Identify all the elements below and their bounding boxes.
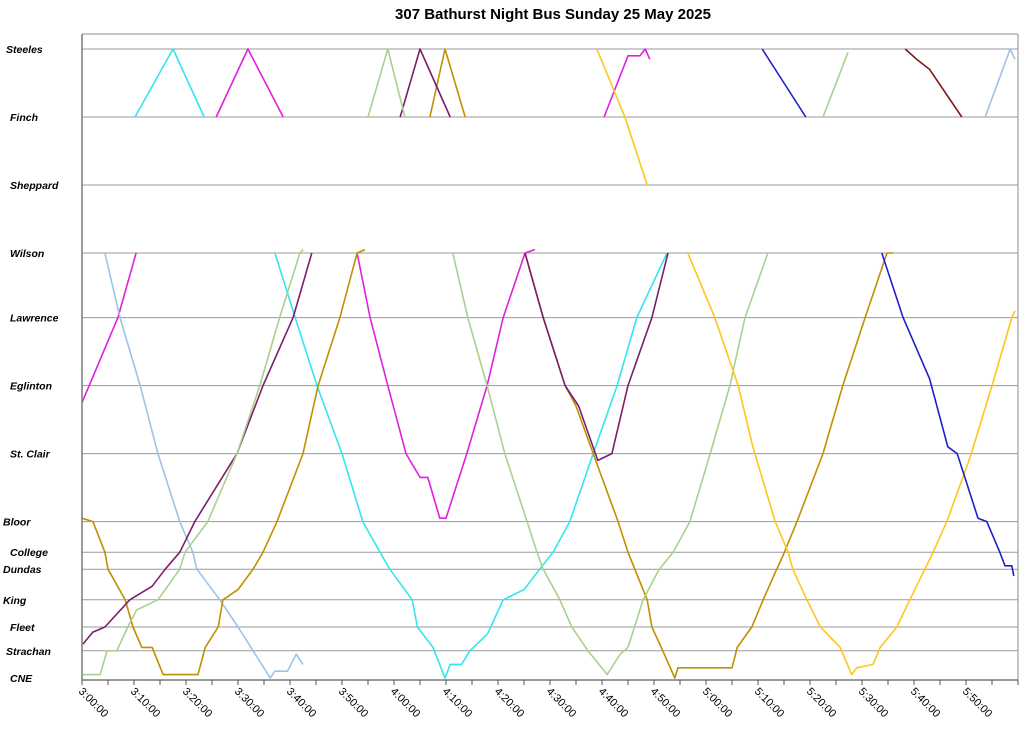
- trip-line-yellow-1: [687, 252, 1016, 676]
- x-tick-label: 3:30:00: [232, 686, 266, 720]
- x-tick-label: 4:10:00: [440, 686, 474, 720]
- chart-title: 307 Bathurst Night Bus Sunday 25 May 202…: [395, 6, 711, 23]
- trip-line-magenta-3: [603, 48, 651, 118]
- trip-line-light-green-3: [822, 52, 849, 118]
- x-tick-label: 3:40:00: [284, 686, 318, 720]
- x-tick-label: 3:00:00: [76, 686, 110, 720]
- trip-line-light-green-2: [452, 252, 769, 676]
- trip-line-yellow-0: [596, 48, 648, 186]
- trip-line-light-blue-1: [984, 48, 1016, 118]
- trip-line-blue-1: [881, 252, 1015, 577]
- y-axis-labels: Steeles Finch Sheppard Wilson Lawrence Eglint…: [3, 44, 59, 685]
- station-label: College: [10, 547, 48, 559]
- x-tick-label: 4:50:00: [648, 686, 682, 720]
- x-tick-label: 4:40:00: [596, 686, 630, 720]
- trip-line-light-green-0: [83, 249, 304, 676]
- station-label: Dundas: [3, 564, 42, 576]
- trip-line-blue-0: [761, 48, 807, 118]
- x-tick-label: 5:50:00: [960, 686, 994, 720]
- station-label: Bloor: [3, 517, 31, 529]
- station-label: St. Clair: [10, 449, 51, 461]
- trip-line-magenta-2: [356, 248, 536, 520]
- trip-line-purple-0: [82, 252, 313, 645]
- x-tick-label: 3:20:00: [180, 686, 214, 720]
- x-tick-label: 5:20:00: [804, 686, 838, 720]
- trip-line-light-blue-0: [104, 252, 304, 679]
- trip-line-purple-2: [524, 252, 669, 462]
- trip-line-dark-gold-1: [429, 48, 466, 118]
- trip-line-magenta-1: [215, 48, 284, 118]
- station-label: Fleet: [10, 622, 35, 634]
- station-label: CNE: [10, 673, 33, 685]
- station-label: Strachan: [6, 646, 51, 658]
- station-label: Sheppard: [10, 180, 59, 192]
- trip-line-dark-gold-2: [524, 252, 894, 679]
- x-tick-label: 3:50:00: [336, 686, 370, 720]
- trip-line-dark-gold-0: [81, 248, 366, 676]
- station-label: Finch: [10, 112, 38, 124]
- x-tick-label: 5:10:00: [752, 686, 786, 720]
- station-label: Eglinton: [10, 381, 52, 393]
- x-tick-label: 4:00:00: [388, 686, 422, 720]
- x-tick-label: 5:40:00: [908, 686, 942, 720]
- station-label: King: [3, 595, 27, 607]
- trip-line-dark-red-0: [904, 48, 963, 118]
- trip-line-magenta-0: [81, 252, 137, 403]
- x-tick-label: 4:30:00: [544, 686, 578, 720]
- series-lines: [81, 48, 1016, 679]
- x-tick-label: 5:30:00: [856, 686, 890, 720]
- station-label: Lawrence: [10, 313, 59, 325]
- x-axis-labels: 3:00:00 3:10:00 3:20:00 3:30:00 3:40:00 3:50:…: [76, 686, 994, 720]
- gridlines: [82, 48, 1018, 652]
- x-tick-label: 4:20:00: [492, 686, 526, 720]
- trip-line-cyan-0: [134, 48, 205, 118]
- x-tick-label: 5:00:00: [700, 686, 734, 720]
- axes: [81, 33, 1019, 685]
- station-label: Wilson: [10, 248, 44, 260]
- x-tick-label: 3:10:00: [128, 686, 162, 720]
- trip-line-purple-1: [399, 48, 451, 118]
- trip-line-light-green-1: [367, 48, 406, 118]
- trip-line-cyan-1: [274, 252, 668, 679]
- station-label: Steeles: [6, 44, 43, 56]
